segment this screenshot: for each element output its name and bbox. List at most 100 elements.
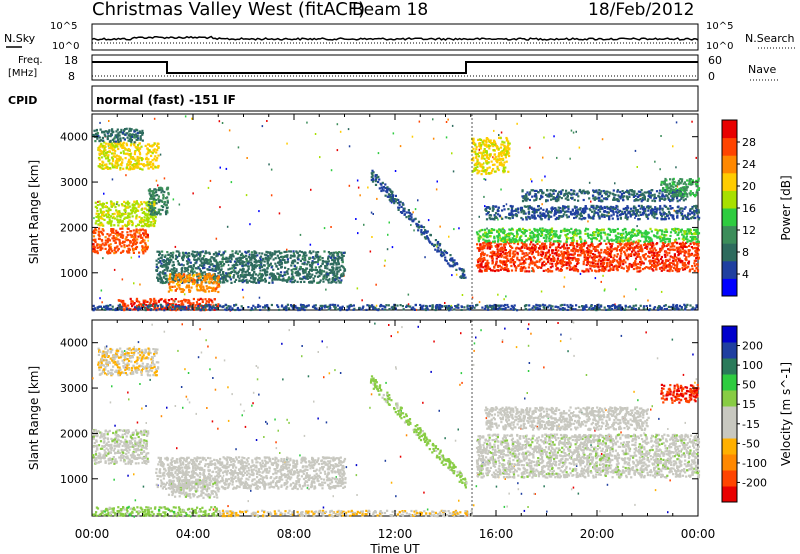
noise-right-tick-bottom: 10^0 xyxy=(706,41,733,52)
y-tick-label: 1000 xyxy=(60,267,88,280)
colorbar-swatch xyxy=(722,406,737,423)
noise-right-tick-top: 10^5 xyxy=(706,21,733,32)
colorbar-swatch xyxy=(722,225,737,244)
noise-sky-line xyxy=(91,35,699,41)
echo-region xyxy=(167,478,221,499)
echo-region xyxy=(521,188,688,203)
echo-arc xyxy=(369,375,468,489)
nave-label: Nave xyxy=(748,63,776,76)
colorbar-swatch xyxy=(722,260,737,279)
echo-region xyxy=(167,272,221,294)
cpid-label: CPID xyxy=(8,94,37,107)
colorbar-tick-label: 24 xyxy=(742,158,756,171)
colorbar-swatch xyxy=(722,137,737,156)
colorbar-tick-label: -50 xyxy=(742,437,760,450)
y-tick-label: 2000 xyxy=(60,221,88,234)
date-label: 18/Feb/2012 xyxy=(588,0,694,20)
station-title: Christmas Valley West (fitACF) xyxy=(92,0,365,20)
colorbar-swatch xyxy=(722,190,737,209)
y-axis-label: Slant Range [km] xyxy=(27,366,41,470)
noise-left-tick-top: 10^5 xyxy=(50,21,77,32)
colorbar-frame xyxy=(721,325,738,503)
echo-arc xyxy=(370,169,467,279)
echo-region xyxy=(660,177,701,198)
colorbar-label: Power [dB] xyxy=(779,175,793,240)
y-tick-label: 3000 xyxy=(60,382,88,395)
colorbar-label: Velocity [m s^-1] xyxy=(779,362,793,466)
echo-region xyxy=(97,347,160,377)
y-tick-label: 2000 xyxy=(60,427,88,440)
colorbar-tick-label: 200 xyxy=(742,340,763,353)
power-panel: 1000 2000 3000 4000 Slant Range [km] xyxy=(27,113,701,312)
colorbar-tick-label: 100 xyxy=(742,359,763,372)
colorbar-tick-label: 4 xyxy=(742,268,749,281)
echo-region xyxy=(92,127,144,144)
power-colorbar: 4 8 12 16 20 24 28 Power [dB] xyxy=(721,119,793,297)
echo-region xyxy=(147,186,170,216)
x-tick-label: 00:00 xyxy=(681,527,716,541)
nave-tick-top: 60 xyxy=(708,54,722,67)
colorbar-swatch xyxy=(722,208,737,227)
colorbar-tick-label: -15 xyxy=(742,418,760,431)
noise-sky-label: N.Sky xyxy=(4,32,36,45)
colorbar-swatch xyxy=(722,358,737,375)
colorbar-swatch xyxy=(722,120,737,139)
echo-region xyxy=(92,428,150,466)
echo-region xyxy=(475,227,701,244)
x-tick-label: 08:00 xyxy=(277,527,312,541)
velocity-panel: 1000 2000 3000 4000 Slant Range [km] xyxy=(27,319,701,518)
time-axis-ticks: 00:00 04:00 08:00 12:00 16:00 20:00 00:00 xyxy=(75,527,716,541)
freq-unit-label: [MHz] xyxy=(8,68,37,79)
x-tick-label: 04:00 xyxy=(176,527,211,541)
echo-region xyxy=(92,303,698,312)
colorbar-tick-label: 28 xyxy=(742,136,756,149)
x-tick-label: 12:00 xyxy=(378,527,413,541)
echo-region xyxy=(484,204,701,221)
noise-panel: N.Sky 10^5 10^0 10^5 10^0 N.Search xyxy=(4,21,796,52)
echo-region xyxy=(92,227,150,255)
colorbar-swatch xyxy=(722,155,737,174)
x-tick-label: 20:00 xyxy=(580,527,615,541)
colorbar-tick-label: 20 xyxy=(742,180,756,193)
nave-tick-bottom: 0 xyxy=(708,70,715,83)
echo-region xyxy=(97,141,160,171)
colorbar-tick-label: -200 xyxy=(742,476,767,489)
colorbar-tick-label: 15 xyxy=(742,398,756,411)
echo-region xyxy=(660,383,700,404)
cpid-text: normal (fast) -151 IF xyxy=(96,93,236,107)
colorbar-swatch xyxy=(722,172,737,191)
noise-search-label: N.Search xyxy=(745,32,795,45)
y-tick-label: 4000 xyxy=(60,131,88,144)
freq-label: Freq. xyxy=(18,55,43,66)
colorbar-swatch xyxy=(722,390,737,407)
x-tick-label: 00:00 xyxy=(75,527,110,541)
y-tick-label: 3000 xyxy=(60,176,88,189)
colorbar-swatch xyxy=(722,470,737,487)
beam-label: Beam 18 xyxy=(352,0,428,20)
noise-left-tick-bottom: 10^0 xyxy=(52,41,79,52)
freq-tick-bottom: 8 xyxy=(68,70,75,83)
colorbar-swatch xyxy=(722,438,737,455)
x-tick-label: 16:00 xyxy=(479,527,514,541)
y-tick-label: 1000 xyxy=(60,473,88,486)
echo-region xyxy=(475,241,700,273)
colorbar-tick-label: 50 xyxy=(742,379,756,392)
colorbar-swatch xyxy=(722,326,737,343)
colorbar-swatch xyxy=(722,278,737,297)
colorbar-swatch xyxy=(722,243,737,262)
colorbar-tick-label: 12 xyxy=(742,224,756,237)
y-axis-label: Slant Range [km] xyxy=(27,160,41,264)
noise-trace xyxy=(91,35,699,44)
y-tick-label: 4000 xyxy=(60,337,88,350)
colorbar-swatch xyxy=(722,374,737,391)
colorbar-swatch xyxy=(722,422,737,439)
colorbar-tick-label: 16 xyxy=(742,202,756,215)
freq-tick-top: 18 xyxy=(64,54,78,67)
echo-region xyxy=(155,456,347,491)
echo-region xyxy=(470,136,511,176)
frequency-trace xyxy=(92,61,698,74)
time-axis-label: Time UT xyxy=(369,542,420,554)
colorbar-tick-label: -100 xyxy=(742,457,767,470)
velocity-colorbar: 200 100 50 15 -15 -50 -100 -200 Velocity [m s^-1… xyxy=(721,325,793,503)
